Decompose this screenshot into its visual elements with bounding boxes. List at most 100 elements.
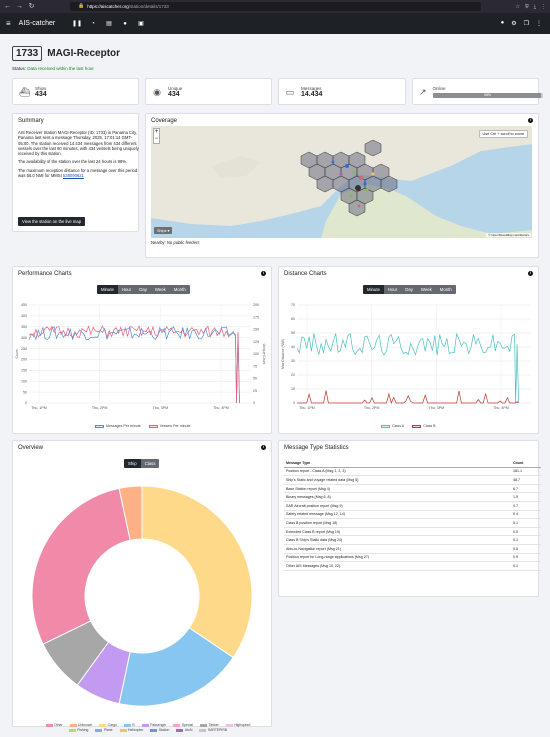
message-type-cell: Position report for Long-range applicati… xyxy=(284,553,511,563)
table-row: Class B Ship's Static data (Msg 24) 0.1 xyxy=(284,535,541,545)
more-icon[interactable]: ⋮ xyxy=(536,21,542,27)
station-status: Status: Data received within the last ho… xyxy=(12,66,94,71)
map-graphic xyxy=(151,126,532,238)
reload-icon[interactable]: ↻ xyxy=(28,3,35,10)
series-line-0 xyxy=(296,332,519,404)
map-zoom-hint: Use Ctrl + scroll to zoom xyxy=(478,130,528,138)
availability-paragraph: The availability of the station over the… xyxy=(18,159,128,165)
info-icon[interactable]: i xyxy=(528,271,533,276)
legend-item[interactable]: Station xyxy=(150,728,169,732)
legend-item[interactable]: B xyxy=(123,723,135,727)
rss-icon[interactable]: ◔ xyxy=(91,20,95,27)
browser-toolbar: ← → ↻ 🔒 https://aiscatcher.org/station/d… xyxy=(0,0,550,13)
tab-minute[interactable]: Minute xyxy=(363,285,384,294)
brand-title[interactable]: AIS-catcher xyxy=(18,20,56,27)
message-type-cell: Base Station report (Msg 4) xyxy=(284,484,511,494)
coverage-panel: Coverage i xyxy=(145,113,539,258)
y-axis-label: Count xyxy=(15,349,19,358)
toggle-ship[interactable]: Ship xyxy=(124,459,141,468)
y-tick-label: 150 xyxy=(21,369,27,373)
online-card: ↗ Online 98% xyxy=(412,78,543,105)
back-icon[interactable]: ← xyxy=(4,3,11,10)
message-type-cell: Class B position report (Msg 18) xyxy=(284,518,511,528)
zoom-in-button[interactable]: + xyxy=(154,129,159,135)
performance-panel: Performance Charts i Minute Hour Day Wee… xyxy=(12,266,272,434)
info-icon[interactable]: i xyxy=(528,118,533,123)
message-type-cell: Other AIS Messages (Msg 10, 22) xyxy=(284,561,511,571)
status-text: Data received within the last hour xyxy=(27,66,94,71)
station-id-badge: 1733 xyxy=(12,46,43,61)
pause-icon[interactable]: ❚❚ xyxy=(72,20,83,27)
legend-item[interactable]: AtoN xyxy=(176,728,192,732)
ships-layer-toggle[interactable]: Ships ▾ xyxy=(154,227,173,234)
hamburger-menu-icon[interactable]: ≡ xyxy=(6,19,11,28)
summary-title: Summary xyxy=(18,118,44,124)
tab-week[interactable]: Week xyxy=(416,285,436,294)
tab-week[interactable]: Week xyxy=(150,285,170,294)
distance-panel: Distance Charts i Minute Hour Day Week M… xyxy=(278,266,539,434)
settings-gear-icon[interactable]: ⚙ xyxy=(511,21,517,27)
tab-month[interactable]: Month xyxy=(435,285,456,294)
legend-swatch xyxy=(150,728,158,732)
toggle-class[interactable]: Class xyxy=(140,459,160,468)
legend-item[interactable]: Cargo xyxy=(99,723,117,727)
message-stats-panel: Message Type Statistics Message Type Cou… xyxy=(278,440,541,597)
legend-item[interactable]: Other xyxy=(45,723,63,727)
copy-icon[interactable]: ❐ xyxy=(523,21,529,27)
legend-label: Unknown xyxy=(78,723,93,727)
address-bar[interactable]: 🔒 https://aiscatcher.org/station/details… xyxy=(70,2,481,11)
legend-label: Helicopter xyxy=(128,728,144,732)
col-message-type: Message Type xyxy=(284,459,511,468)
info-icon[interactable]: i xyxy=(261,445,266,450)
mmsi-link[interactable]: 538090621 xyxy=(62,173,84,179)
printer-icon[interactable]: ▤ xyxy=(106,20,112,27)
tab-day[interactable]: Day xyxy=(135,285,151,294)
count-cell: 5.1 xyxy=(511,518,541,528)
count-cell: 181.1 xyxy=(511,467,541,477)
legend-item[interactable]: Special xyxy=(173,723,193,727)
extensions-icon[interactable]: ⋮ xyxy=(541,3,546,10)
tab-day[interactable]: Day xyxy=(401,285,417,294)
table-row: Base Station report (Msg 4) 6.7 xyxy=(284,484,541,494)
legend-item[interactable]: Fishing xyxy=(68,728,88,732)
forward-icon[interactable]: → xyxy=(16,3,23,10)
map-attribution[interactable]: © OpenStreetMap contributors xyxy=(486,233,531,237)
legend-item-class-a[interactable]: Class A xyxy=(381,424,404,428)
legend-swatch xyxy=(45,723,53,727)
tab-hour[interactable]: Hour xyxy=(383,285,402,294)
zoom-out-button[interactable]: − xyxy=(154,136,159,142)
legend-item[interactable]: SARTEPIRB xyxy=(199,728,227,732)
shield-icon[interactable]: ⛨ xyxy=(525,3,529,10)
live-map-button[interactable]: View the station on the live map xyxy=(18,217,86,226)
bookmark-icon[interactable]: ☆ xyxy=(515,3,521,10)
distance-paragraph: The maximum reception distance for a mes… xyxy=(18,168,140,179)
legend-item[interactable]: Highspeed xyxy=(225,723,250,727)
tab-minute[interactable]: Minute xyxy=(97,285,118,294)
legend-item[interactable]: Tanker xyxy=(200,723,219,727)
legend-item[interactable]: Helicopter xyxy=(119,728,144,732)
image-icon[interactable]: ▣ xyxy=(138,20,144,27)
legend-item[interactable]: Passenger xyxy=(141,723,166,727)
legend-item-vessels[interactable]: Vessels Per minute xyxy=(148,424,191,428)
legend-label: B xyxy=(132,723,135,727)
coverage-map[interactable]: + − Use Ctrl + scroll to zoom Ships ▾ © … xyxy=(151,126,532,238)
circle-icon[interactable]: ● xyxy=(123,20,127,27)
download-icon[interactable]: ⤓ xyxy=(533,3,536,10)
count-cell: 1.9 xyxy=(511,492,541,502)
legend-item[interactable]: Plane xyxy=(95,728,113,732)
coverage-hexagons xyxy=(300,139,398,217)
nearby-label: Nearby: xyxy=(151,240,166,245)
legend-label: Plane xyxy=(103,728,113,732)
tab-month[interactable]: Month xyxy=(169,285,190,294)
x-tick-label: Thu, 3PM xyxy=(153,406,169,410)
message-type-cell: Ship's Static and voyage related data (M… xyxy=(284,475,511,485)
legend-item-messages[interactable]: Messages Per minute xyxy=(95,424,141,428)
legend-item[interactable]: Unknown xyxy=(69,723,93,727)
legend-swatch xyxy=(148,424,158,428)
tab-hour[interactable]: Hour xyxy=(117,285,136,294)
info-icon[interactable]: i xyxy=(261,271,266,276)
legend-item-class-b[interactable]: Class B xyxy=(412,424,436,428)
dot-icon[interactable]: ● xyxy=(500,20,505,26)
count-cell: 0.4 xyxy=(511,510,541,520)
donut-slice-tanker xyxy=(42,620,110,686)
